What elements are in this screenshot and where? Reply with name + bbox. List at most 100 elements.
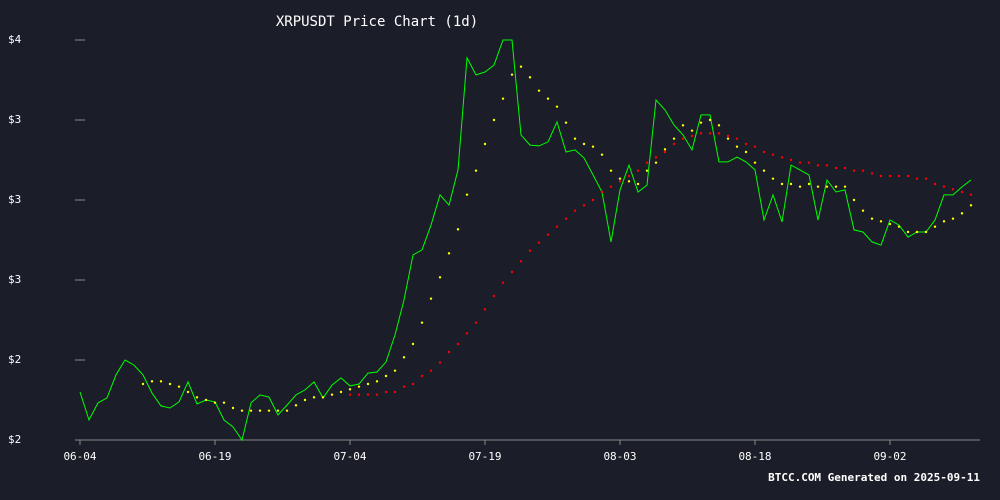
average-dot [609,185,613,188]
average-dot [375,393,379,396]
average-dot [762,169,766,172]
average-dot [546,233,550,236]
average-dot [483,308,487,311]
average-dot [150,380,154,383]
average-dot [456,342,460,346]
average-dot [609,169,613,172]
average-dot [465,193,469,196]
x-tick-label: 08-18 [738,450,771,463]
average-dot [582,204,586,207]
average-dot [564,217,568,220]
y-tick-label: $3 [8,273,21,286]
average-dot [735,137,739,140]
average-dot [474,321,478,324]
average-dot [852,169,856,172]
average-dot [807,182,811,186]
x-tick-label: 08-03 [603,450,636,463]
average-dot [600,153,604,156]
average-dot [483,142,487,146]
average-dot [753,161,757,164]
average-dot [555,225,559,228]
average-dot [519,65,523,68]
average-dot [555,105,559,108]
average-dot [447,252,451,255]
average-dot [321,396,325,399]
average-dot [870,217,874,220]
average-dot [357,385,361,388]
average-dot [348,393,352,396]
average-dot [420,321,424,324]
average-dot [618,180,622,183]
average-dot [573,137,577,140]
average-dot [402,385,406,388]
average-dot [510,270,514,274]
average-dot [528,249,532,252]
average-dot [663,150,667,154]
x-tick-label: 07-04 [333,450,366,463]
average-dot [924,230,928,234]
average-dot [771,153,775,156]
average-dot [204,398,208,402]
average-dot [942,185,946,188]
x-tick-label: 09-02 [873,450,906,463]
average-dot [429,369,433,372]
average-dot [825,164,829,167]
average-dot [375,380,379,383]
average-dot [861,209,865,212]
average-dot [951,188,955,191]
average-dot [411,342,415,346]
average-dot [663,148,667,151]
average-dot [465,332,469,335]
average-dot [582,142,586,146]
average-dot [771,177,775,180]
average-dot [654,161,658,164]
average-dot [681,124,685,127]
average-dot [393,390,397,394]
average-dot [834,166,838,170]
average-dot [249,409,253,412]
average-dot [888,174,892,178]
average-dot [564,121,568,124]
average-dot [492,118,496,122]
average-dot [906,230,910,234]
average-dot [339,390,343,394]
average-dot [807,161,811,164]
average-dot [960,212,964,215]
average-dot [186,390,190,394]
average-dot [888,222,892,226]
average-dot [294,404,298,407]
average-dot [933,225,937,228]
footer: BTCC.COM Generated on 2025-09-11 [768,471,980,484]
average-dot [924,177,928,180]
average-dot [195,396,199,399]
average-dot [366,382,370,386]
average-dot [744,142,748,146]
average-dot [798,161,802,164]
average-dot [618,177,622,180]
average-dot [627,180,631,183]
average-dot [627,174,631,178]
average-dot [852,198,856,202]
average-dot [654,156,658,159]
average-dot [645,161,649,164]
average-dot [240,409,244,412]
average-dot [717,124,721,127]
average-dot [537,89,541,92]
average-dot [762,150,766,154]
average-dot [708,132,712,135]
average-dot [429,297,433,300]
average-dot [573,209,577,212]
average-dot [276,409,280,412]
average-dot [789,158,793,162]
average-dot [546,97,550,100]
y-tick-label: $3 [8,113,21,126]
average-dot [690,129,694,132]
average-dot [690,134,694,138]
y-tick-label: $3 [8,193,21,206]
average-dot [600,190,604,194]
average-dot [168,382,172,386]
average-dot [861,169,865,172]
average-dot [780,182,784,186]
average-dot [726,137,730,140]
average-dot [402,356,406,359]
